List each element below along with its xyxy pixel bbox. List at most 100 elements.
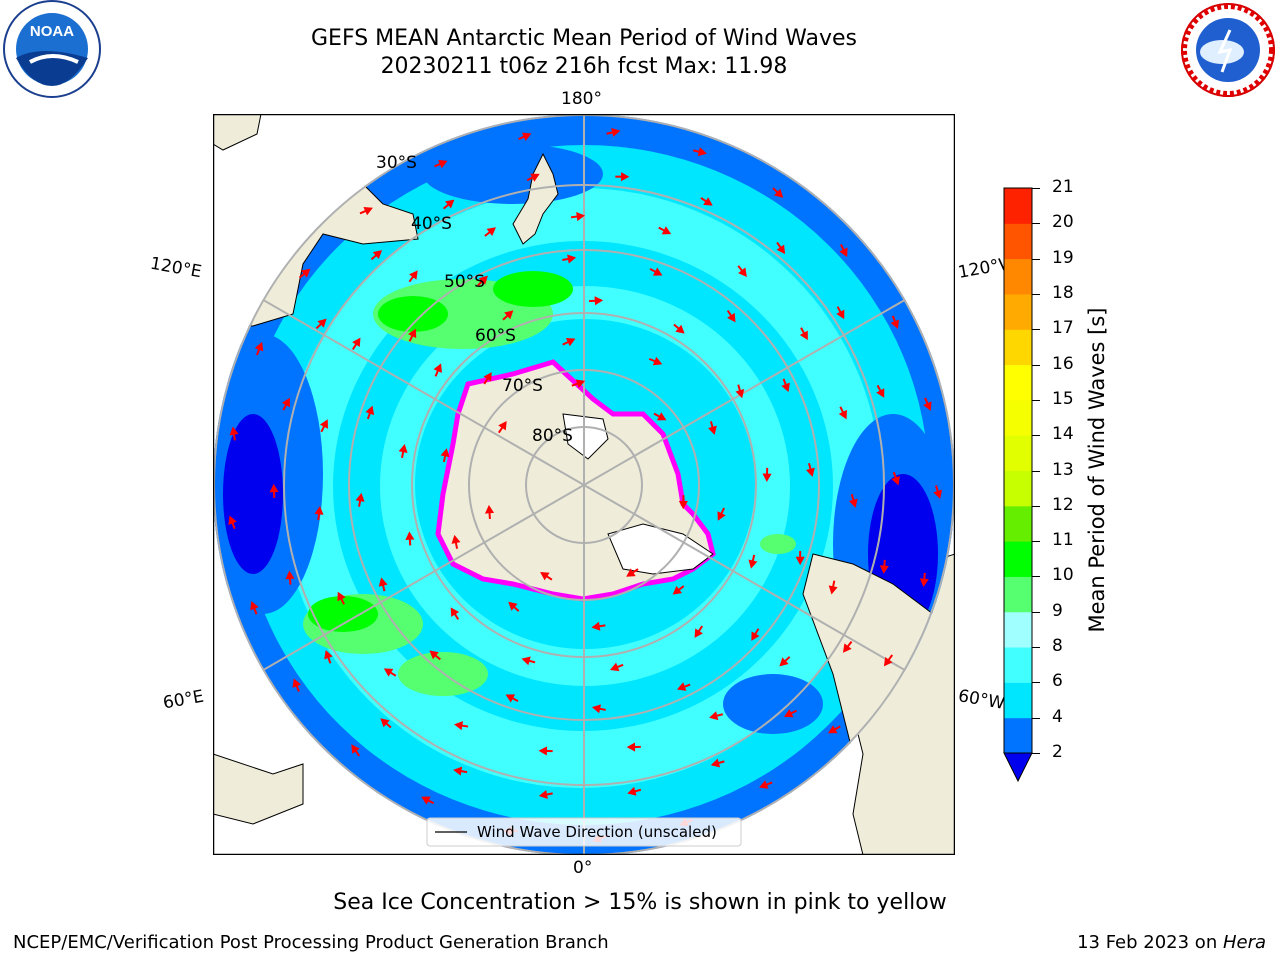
colorbar-tick-label: 19 [1052,247,1074,268]
chart-subtitle: 20230211 t06z 216h fcst Max: 11.98 [380,54,788,79]
colorbar-tick-label: 12 [1052,494,1074,515]
footer-right: 13 Feb 2023 on Hera [1077,932,1266,953]
wave-arrow-head [759,780,769,789]
wave-arrow-head [776,244,786,255]
colorbar-tick-label: 14 [1052,424,1074,445]
wave-arrow-head [483,372,492,382]
wave-arrow-head [521,132,532,142]
wave-arrow-head [421,796,431,805]
wave-arrow-head [626,742,636,752]
wave-arrow-head [627,786,637,796]
colorbar-tick-label: 2 [1052,742,1063,762]
lon-label-60e: 60°E [161,686,206,714]
colorbar-tick-mark [1032,364,1040,366]
colorbar-tick-label: 17 [1052,318,1074,339]
wave-arrow-head [433,363,442,373]
colorbar-label: Mean Period of Wind Waves [s] [1085,307,1109,633]
wave-arrow-head [694,628,703,638]
wave-arrow-head [591,621,601,631]
wave-arrow-head [611,128,621,137]
wave-arrow-head [314,505,324,515]
wave-arrow-head [351,744,360,754]
wave-arrow-head [505,694,516,703]
colorbar-block [1004,258,1032,295]
colorbar-tick-mark [1032,682,1040,684]
colorbar-tick-mark [1032,717,1040,719]
wave-arrow-head [594,296,604,306]
ice-shelf-ross [562,413,609,460]
lat-label-40: 40°S [411,214,452,234]
wave-arrow-head [365,405,375,416]
wave-arrow-head [661,226,672,235]
wave-arrow-head [795,556,805,566]
colorbar-tick-mark [1032,329,1040,331]
colorbar-block [1004,611,1032,648]
legend-text: Wind Wave Direction (unscaled) [477,823,717,841]
colorbar-tick-mark [1032,399,1040,401]
noaa-logo: NOAA [3,0,101,98]
wave-arrow-head [498,420,507,431]
wave-arrow-head [774,188,784,198]
colorbar-tick-label: 8 [1052,636,1063,657]
wave-arrow-head [828,725,838,734]
colorbar-tick-mark [1032,611,1040,613]
wave-arrow-head [842,643,852,653]
wave-arrow-head [398,443,408,454]
wave-arrow-head [405,531,415,541]
wave-arrow-head [879,565,889,574]
colorbar-tick-mark [1032,647,1040,649]
nws-logo [1181,3,1275,97]
wave-arrow-head [923,401,932,411]
wave-arrow-head [454,721,464,731]
lat-label-70: 70°S [502,376,543,396]
wave-arrow-head [891,475,900,486]
wave-arrow-head [799,330,808,341]
wave-arrow-head [678,500,688,510]
polar-map: 30°S 40°S 50°S 60°S 70°S 80°S Wind Wave … [213,114,955,855]
lat-label-60: 60°S [475,326,516,346]
colorbar-tick-label: 16 [1052,353,1074,374]
wave-arrow-head [281,397,290,408]
colorbar-tick-mark [1032,188,1040,189]
wave-arrow-head [779,657,789,667]
colorbar-block [1004,188,1032,224]
colorbar-block [1004,470,1032,507]
colorbar-tick-label: 13 [1052,459,1074,480]
wave-arrow-head [838,409,847,420]
wave-arrow-head [919,578,929,588]
wave-arrow-head [355,492,365,502]
wave-arrow-head [626,568,636,577]
wave-arrow-head [576,212,586,222]
wave-arrow-head [453,766,463,776]
colorbar-tick-mark [1032,258,1040,260]
colorbar-tick-mark [1032,753,1040,754]
wave-arrow-head [408,328,417,339]
wind-wave-arrows [228,128,943,843]
wave-arrow-head [228,515,237,525]
wave-arrow-head [591,704,601,714]
wave-arrow-head [521,656,531,666]
wave-arrow-head [229,426,239,436]
wave-arrow-head [717,511,726,521]
wave-arrow-head [697,147,707,157]
wave-arrow-head [383,668,394,677]
land-corner-tl [213,114,262,151]
wave-arrow-head [538,746,548,756]
wave-arrow-head [672,585,683,595]
wave-arrow-head [710,758,721,768]
footer-date: 13 Feb 2023 on [1077,932,1223,953]
wave-arrow-head [317,318,327,328]
land-madagascar-area [213,753,304,825]
wave-arrow-head [609,662,620,672]
wave-arrow-head [250,601,259,611]
wave-arrow-head [567,254,577,264]
colorbar-tick-label: 20 [1052,212,1074,233]
colorbar-tick-label: 11 [1052,530,1074,551]
colorbar-tick-mark [1032,470,1040,472]
colorbar-tick-mark [1032,223,1040,225]
colorbar-tick-mark [1032,576,1040,578]
wave-arrow-head [363,206,373,216]
colorbar-tick-label: 4 [1052,706,1063,727]
wave-arrow-head [324,650,333,660]
colorbar-tick-mark [1032,505,1040,507]
